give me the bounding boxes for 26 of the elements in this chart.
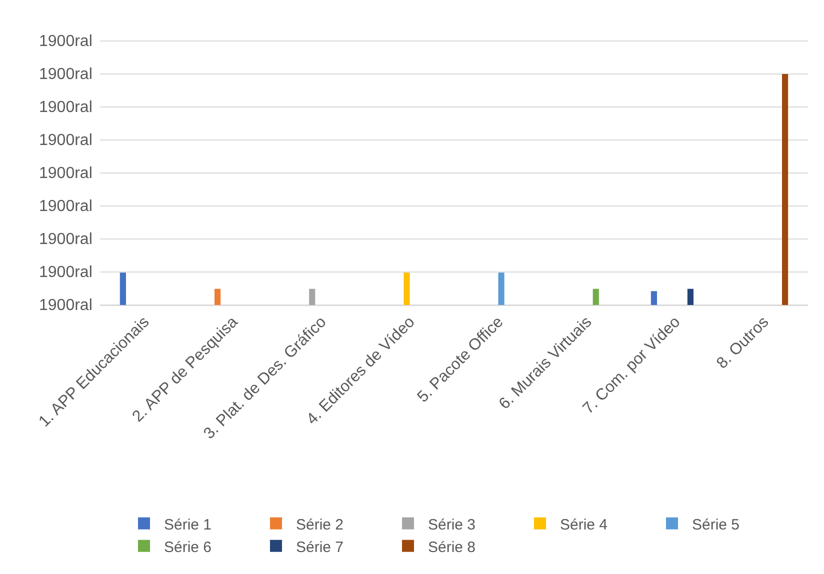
text: 1900ral bbox=[39, 231, 92, 248]
bar bbox=[120, 272, 126, 305]
text: 1900ral bbox=[39, 132, 92, 149]
bar bbox=[650, 291, 657, 305]
legend-label: Série 3 bbox=[428, 516, 476, 534]
legend-label: Série 7 bbox=[296, 538, 344, 556]
text: 1900ral bbox=[39, 99, 92, 116]
legend-label: Série 2 bbox=[296, 516, 344, 534]
bar bbox=[214, 288, 221, 305]
legend-label: Série 5 bbox=[692, 516, 740, 534]
text: 1900ral bbox=[39, 33, 92, 50]
text: 1900ral bbox=[39, 66, 92, 83]
text: 1900ral bbox=[39, 198, 92, 215]
legend-label: Série 1 bbox=[164, 516, 212, 534]
text: 1900ral bbox=[39, 165, 92, 182]
text: 1900ral bbox=[39, 297, 92, 314]
legend-label: Série 4 bbox=[560, 516, 608, 534]
bar bbox=[404, 272, 410, 305]
bar bbox=[498, 272, 504, 305]
legend-label: Série 8 bbox=[428, 538, 476, 556]
bar bbox=[687, 288, 694, 305]
text: 1900ral bbox=[39, 264, 92, 281]
bar bbox=[592, 288, 599, 305]
bar bbox=[309, 288, 316, 305]
bar bbox=[782, 74, 788, 305]
legend-label: Série 6 bbox=[164, 538, 212, 556]
